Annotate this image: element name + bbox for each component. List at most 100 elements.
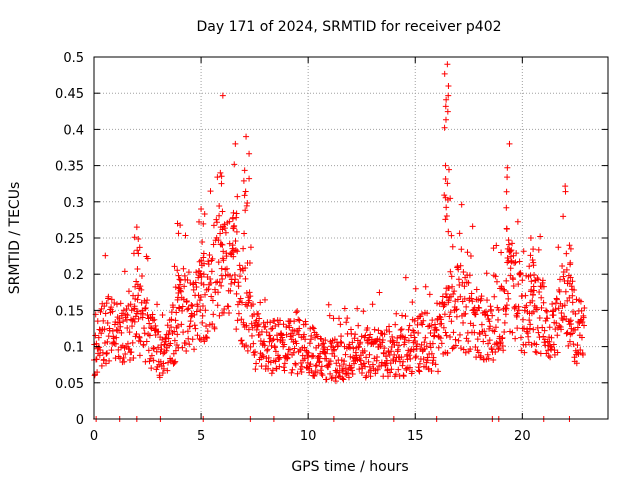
data-point xyxy=(193,269,200,276)
data-point xyxy=(180,329,187,336)
data-point xyxy=(517,334,524,341)
data-point xyxy=(292,360,299,367)
data-point xyxy=(113,334,120,341)
data-point xyxy=(498,249,505,256)
data-point xyxy=(346,344,353,351)
data-point xyxy=(194,303,201,310)
data-point xyxy=(262,323,269,330)
data-point xyxy=(569,292,576,299)
x-tick-label: 15 xyxy=(407,429,424,444)
data-point xyxy=(360,308,367,315)
data-point xyxy=(200,220,207,227)
data-point xyxy=(413,353,420,360)
data-point xyxy=(358,333,365,340)
data-point xyxy=(234,301,241,308)
data-point xyxy=(442,116,449,123)
data-point xyxy=(322,337,329,344)
data-point xyxy=(163,347,170,354)
data-point xyxy=(250,340,257,347)
data-point xyxy=(173,341,180,348)
data-point xyxy=(318,363,325,370)
data-point xyxy=(240,245,247,252)
data-point xyxy=(494,341,501,348)
data-point xyxy=(218,180,225,187)
data-point xyxy=(386,328,393,335)
data-point xyxy=(146,358,153,365)
data-point xyxy=(541,327,548,334)
data-point xyxy=(469,298,476,305)
data-point xyxy=(260,338,267,345)
data-point xyxy=(226,240,233,247)
data-point xyxy=(399,312,406,319)
data-point xyxy=(562,288,569,295)
data-point xyxy=(181,283,188,290)
data-point xyxy=(422,283,429,290)
data-point xyxy=(331,336,338,343)
data-point xyxy=(283,331,290,338)
data-point xyxy=(513,250,520,257)
data-point xyxy=(154,301,161,308)
data-point xyxy=(536,288,543,295)
data-point xyxy=(179,303,186,310)
data-point xyxy=(269,367,276,374)
data-point xyxy=(394,346,401,353)
data-point xyxy=(226,218,233,225)
data-point xyxy=(268,326,275,333)
data-point xyxy=(410,346,417,353)
data-point xyxy=(179,344,186,351)
data-point xyxy=(246,175,253,182)
data-point xyxy=(567,259,574,266)
data-point xyxy=(291,318,298,325)
data-point xyxy=(562,188,569,195)
data-point xyxy=(284,351,291,358)
data-point xyxy=(134,266,141,273)
data-point xyxy=(323,355,330,362)
data-point xyxy=(305,349,312,356)
data-point xyxy=(128,316,135,323)
data-point xyxy=(199,312,206,319)
data-point xyxy=(267,319,274,326)
data-point xyxy=(525,333,532,340)
data-point xyxy=(196,218,203,225)
data-point xyxy=(363,354,370,361)
y-tick-label: 0.4 xyxy=(63,123,84,138)
data-point xyxy=(488,306,495,313)
data-point xyxy=(371,326,378,333)
data-point xyxy=(505,237,512,244)
data-point xyxy=(434,300,441,307)
data-point xyxy=(202,307,209,314)
data-point xyxy=(560,268,567,275)
data-point xyxy=(537,233,544,240)
data-point xyxy=(422,334,429,341)
data-point xyxy=(281,341,288,348)
data-point xyxy=(185,269,192,276)
data-point xyxy=(366,363,373,370)
data-point xyxy=(503,277,510,284)
data-point xyxy=(514,218,521,225)
data-point xyxy=(233,326,240,333)
data-point xyxy=(428,322,435,329)
data-point xyxy=(397,327,404,334)
data-point xyxy=(119,310,126,317)
data-point xyxy=(308,367,315,374)
data-point xyxy=(412,337,419,344)
data-point xyxy=(550,341,557,348)
data-point xyxy=(246,289,253,296)
data-point xyxy=(188,301,195,308)
data-point xyxy=(185,335,192,342)
data-point xyxy=(528,286,535,293)
data-point xyxy=(402,274,409,281)
data-point xyxy=(432,361,439,368)
data-point xyxy=(315,342,322,349)
data-point xyxy=(402,313,409,320)
data-point xyxy=(112,340,119,347)
data-point xyxy=(159,369,166,376)
data-point xyxy=(143,300,150,307)
data-point xyxy=(510,276,517,283)
data-point xyxy=(287,333,294,340)
data-point xyxy=(505,295,512,302)
data-point xyxy=(573,360,580,367)
data-point xyxy=(554,332,561,339)
data-point xyxy=(367,373,374,380)
data-point xyxy=(232,276,239,283)
